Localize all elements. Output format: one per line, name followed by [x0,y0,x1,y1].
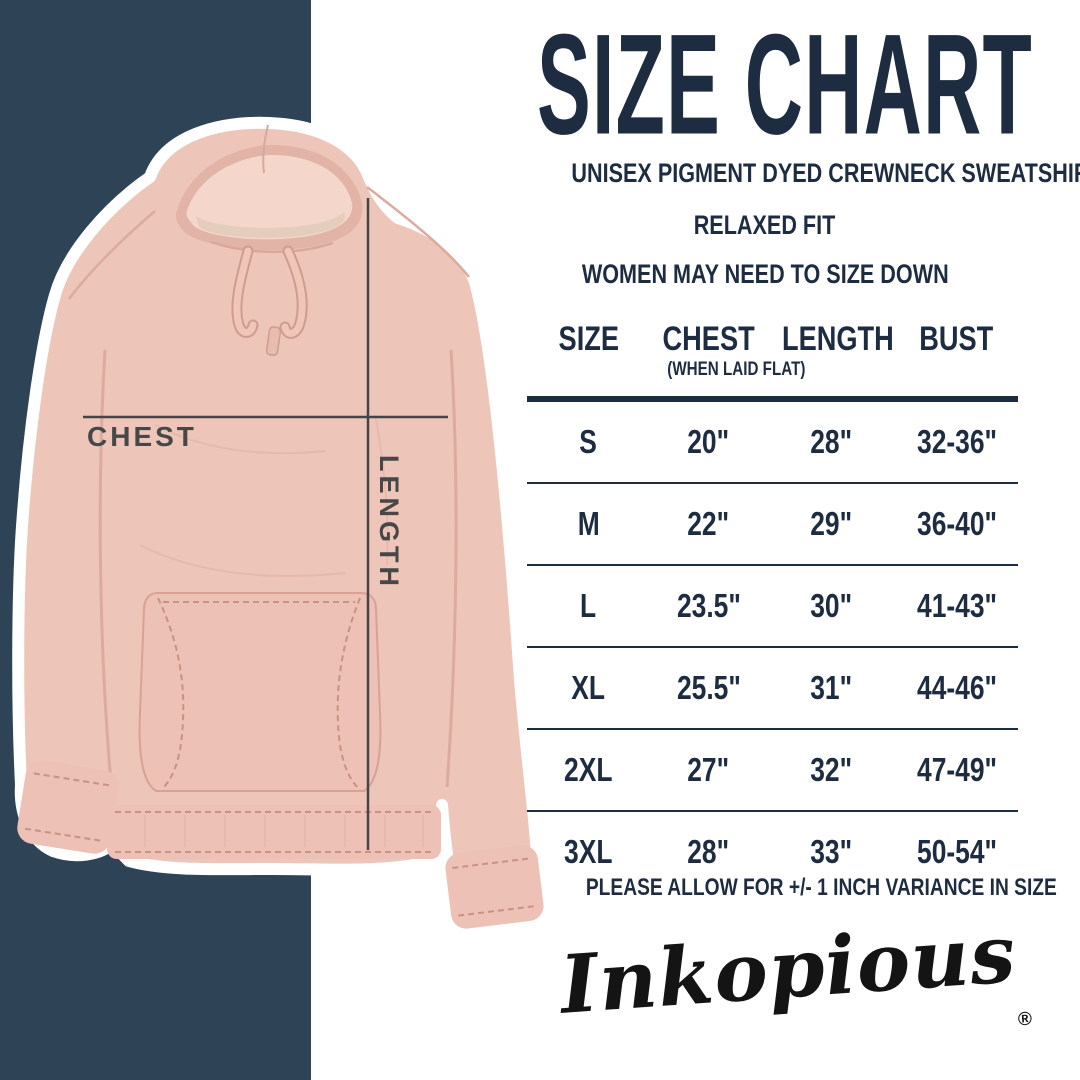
hoodie-illustration: CHEST LENGTH [12,116,544,929]
cuff-right [445,845,544,929]
chest-measure-label: CHEST [87,421,197,452]
page-title: SIZE CHART [522,13,1047,156]
cuff-left [17,760,119,854]
col-header-bust: BUST [919,320,994,358]
table-row-s: S 20" 28" 32-36" [527,402,1018,484]
hood-lining [186,155,353,240]
hem-band [107,805,441,859]
table-row-2xl: 2XL 27" 32" 47-49" [527,730,1018,812]
tagline-material: UNISEX PIGMENT DYED CREWNECK SWEATSHIRT [571,158,1080,188]
col-header-size: SIZE [558,320,619,358]
size-table-header: SIZE CHEST (WHEN LAID FLAT) LENGTH BUST [527,320,1018,402]
brand-logo: Inkopious® [545,906,1045,1032]
drawstrings [231,245,308,356]
table-row-3xl: 3XL 28" 33" 50-54" [564,833,997,870]
registered-trademark-mark: ® [1017,1008,1033,1031]
col-header-length: LENGTH [781,320,894,358]
col-header-chest-sub: (WHEN LAID FLAT) [667,358,806,380]
brand-logo-text: Inkopious [557,906,1019,1032]
size-variance-note: PLEASE ALLOW FOR +/- 1 INCH VARIANCE IN … [585,874,1057,901]
table-row-xl: XL 25.5" 31" 44-46" [527,648,1018,730]
tagline-sizing: WOMEN MAY NEED TO SIZE DOWN [581,259,949,289]
hood-interior [196,212,345,238]
tagline-fit: RELAXED FIT [694,210,836,240]
page-title-text: SIZE CHART [536,3,1033,165]
size-table: SIZE CHEST (WHEN LAID FLAT) LENGTH BUST … [527,320,1018,892]
table-row-l: L 23.5" 30" 41-43" [527,566,1018,648]
kangaroo-pocket [138,592,382,792]
table-row-m: M 22" 29" 36-40" [527,484,1018,566]
col-header-chest: CHEST (WHEN LAID FLAT) [650,321,806,380]
garment-seams [68,186,470,788]
hood [175,124,363,254]
length-measure-label: LENGTH [374,455,404,590]
